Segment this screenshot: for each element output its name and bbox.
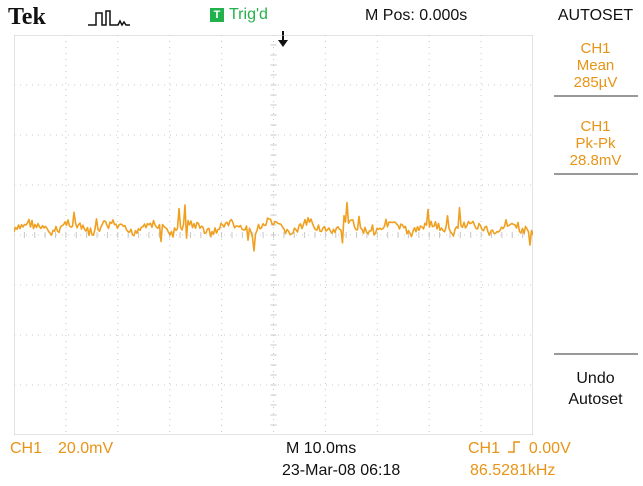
rising-edge-icon (508, 441, 521, 453)
ch1-scale-readout[interactable]: CH1 20.0mV (10, 440, 113, 458)
ch1-trace (14, 201, 533, 252)
measurement-mean[interactable]: CH1 Mean 285µV (548, 40, 643, 97)
pulse-acquire-icon (88, 10, 130, 27)
trigger-source: CH1 (468, 440, 501, 457)
menu-title: AUTOSET (557, 7, 634, 24)
trigger-level: 0.00V (528, 440, 571, 457)
measurement-type: Mean (576, 57, 615, 74)
measurement-type: Pk-Pk (575, 135, 616, 152)
undo-autoset-button[interactable]: Undo Autoset (548, 368, 643, 410)
undo-label: Undo (576, 370, 615, 387)
ch1-volts-per-div: 20.0mV (58, 440, 114, 457)
trigger-badge: T (210, 8, 224, 22)
date-time: 23-Mar-08 06:18 (282, 462, 401, 479)
trigger-frequency: 86.5281kHz (470, 462, 556, 479)
measurement-channel: CH1 (580, 40, 611, 57)
status-bar: Tek T Trig'd M Pos: 0.000s AUTOSET (0, 0, 643, 34)
measurement-channel: CH1 (580, 118, 611, 135)
autoset-side-menu: CH1 Mean 285µV CH1 Pk-Pk 28.8mV Undo Aut… (548, 38, 643, 436)
ch1-label: CH1 (10, 440, 43, 457)
trigger-readout[interactable]: CH1 0.00V (468, 440, 571, 458)
trigger-status: T Trig'd (210, 6, 268, 24)
horizontal-position: M Pos: 0.000s (365, 7, 468, 24)
trigger-position-arrow-icon (278, 31, 288, 47)
autoset-label: Autoset (568, 391, 623, 408)
measurement-pk-pk[interactable]: CH1 Pk-Pk 28.8mV (548, 118, 643, 175)
graticule (14, 35, 533, 435)
measurement-value: 28.8mV (569, 152, 622, 169)
measurement-value: 285µV (573, 74, 618, 91)
trigger-status-label: Trig'd (229, 6, 268, 23)
menu-divider (554, 353, 638, 355)
menu-divider (553, 173, 638, 175)
waveform-display (14, 35, 533, 435)
brand-logo: Tek (8, 4, 46, 30)
timebase-readout[interactable]: M 10.0ms (286, 440, 357, 457)
readout-bar: CH1 20.0mV M 10.0ms 23-Mar-08 06:18 CH1 0… (0, 436, 643, 486)
menu-divider (553, 95, 638, 97)
